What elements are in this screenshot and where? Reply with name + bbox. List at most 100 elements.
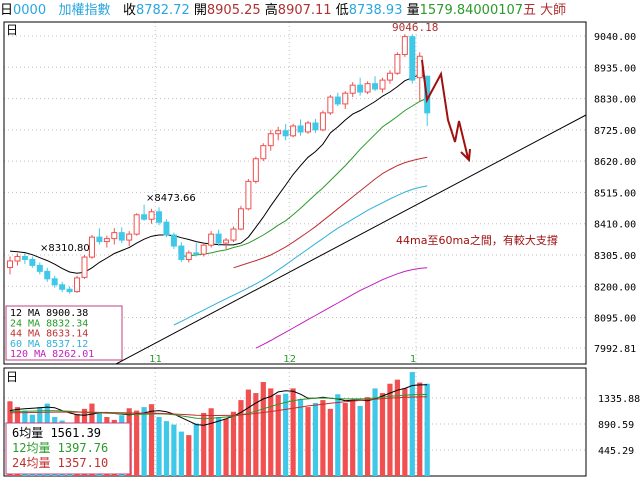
volume-bar[interactable] <box>305 407 311 476</box>
period-selector[interactable]: 日 <box>0 3 14 18</box>
volume-bar[interactable] <box>335 394 341 476</box>
volume-bar[interactable] <box>193 423 199 476</box>
candle-body[interactable] <box>170 234 177 247</box>
candle-body[interactable] <box>372 83 379 90</box>
candle-body[interactable] <box>267 133 274 147</box>
candle-body[interactable] <box>14 255 21 262</box>
volume-bar[interactable] <box>223 418 229 476</box>
volume-bar[interactable] <box>178 431 184 476</box>
candle-body[interactable] <box>208 233 215 246</box>
volume-bar[interactable] <box>238 400 244 476</box>
candle-body[interactable] <box>342 92 349 105</box>
volume-bar[interactable] <box>297 398 304 476</box>
candle-body[interactable] <box>319 112 326 131</box>
volume-bar[interactable] <box>186 435 192 476</box>
volume-bar[interactable] <box>275 394 281 476</box>
stock-code[interactable]: 0000 <box>13 3 47 18</box>
volume-bar[interactable] <box>208 408 214 476</box>
candle-body[interactable] <box>21 255 28 260</box>
candle-body[interactable] <box>126 233 133 241</box>
volume-bar[interactable] <box>394 379 400 476</box>
candle-body[interactable] <box>7 260 13 268</box>
volume-bar[interactable] <box>171 424 177 476</box>
price-y-tick: 8725.00 <box>594 126 636 137</box>
candle-body[interactable] <box>394 53 401 74</box>
volume-bar[interactable] <box>327 408 333 476</box>
candle-body[interactable] <box>327 96 334 114</box>
candle-body[interactable] <box>297 125 304 133</box>
volume-bar[interactable] <box>290 388 296 476</box>
volume-bar[interactable] <box>387 383 393 476</box>
volume-bar[interactable] <box>253 393 259 476</box>
candle-body[interactable] <box>312 122 319 131</box>
candle-body[interactable] <box>36 264 43 272</box>
volume-bar[interactable] <box>320 400 326 476</box>
candle-body[interactable] <box>88 236 95 258</box>
volume-bar[interactable] <box>201 412 207 476</box>
candle-body[interactable] <box>379 79 386 90</box>
candle-body[interactable] <box>29 258 36 266</box>
volume-bar[interactable] <box>357 405 363 476</box>
candle-body[interactable] <box>193 252 200 255</box>
volume-bar[interactable] <box>148 404 155 476</box>
candle-body[interactable] <box>416 55 423 79</box>
candle-body[interactable] <box>103 238 110 243</box>
candle-body[interactable] <box>51 278 58 286</box>
candle-body[interactable] <box>133 214 140 235</box>
candle-body[interactable] <box>409 36 416 81</box>
candle-body[interactable] <box>118 232 125 241</box>
volume-bar[interactable] <box>216 417 222 476</box>
candle-body[interactable] <box>96 236 103 243</box>
candle-body[interactable] <box>245 180 252 210</box>
candle-body[interactable] <box>111 232 118 240</box>
candle-body[interactable] <box>386 72 393 81</box>
candle-body[interactable] <box>81 256 88 278</box>
candle-body[interactable] <box>185 252 192 260</box>
volume-bar[interactable] <box>424 383 430 476</box>
candle-body[interactable] <box>66 288 73 293</box>
candle-body[interactable] <box>237 208 244 230</box>
candle-body[interactable] <box>44 270 51 280</box>
volume-bar[interactable] <box>156 417 162 476</box>
candle-body[interactable] <box>334 96 341 105</box>
volume-bar[interactable] <box>372 388 378 476</box>
volume-bar[interactable] <box>245 389 251 476</box>
volume-bar[interactable] <box>402 388 408 476</box>
volume-bar[interactable] <box>312 403 319 476</box>
candle-body[interactable] <box>305 122 311 133</box>
candle-body[interactable] <box>357 84 364 93</box>
candle-body[interactable] <box>178 245 185 260</box>
volume-bar[interactable] <box>409 372 415 476</box>
volume-bar[interactable] <box>163 421 170 476</box>
volume-bar[interactable] <box>134 410 140 476</box>
candle-body[interactable] <box>275 130 282 135</box>
candle-body[interactable] <box>215 233 222 244</box>
candle-body[interactable] <box>74 277 81 293</box>
candle-body[interactable] <box>290 125 297 137</box>
candle-body[interactable] <box>230 228 237 241</box>
candle-body[interactable] <box>252 158 259 182</box>
candle-body[interactable] <box>163 221 170 236</box>
volume-bar[interactable] <box>230 411 237 476</box>
candle-body[interactable] <box>364 83 371 93</box>
volume-bar[interactable] <box>365 397 371 476</box>
candle-body[interactable] <box>141 214 148 220</box>
volume-bar[interactable] <box>283 393 289 476</box>
candle-body[interactable] <box>156 211 162 223</box>
volume-bar[interactable] <box>260 381 266 476</box>
candle-body[interactable] <box>260 145 267 160</box>
volume-bar[interactable] <box>342 403 348 476</box>
candle-body[interactable] <box>148 211 155 220</box>
candle-body[interactable] <box>59 284 66 290</box>
candle-body[interactable] <box>200 244 207 255</box>
volume-bar[interactable] <box>379 393 386 476</box>
candle-body[interactable] <box>401 36 408 55</box>
volume-bar[interactable] <box>350 400 356 476</box>
volume-bar[interactable] <box>268 388 274 476</box>
candle-body[interactable] <box>349 84 356 94</box>
candle-body[interactable] <box>223 239 230 244</box>
volume-bar[interactable] <box>141 407 147 476</box>
candle-body[interactable] <box>282 130 289 137</box>
volume-bar[interactable] <box>417 382 423 476</box>
